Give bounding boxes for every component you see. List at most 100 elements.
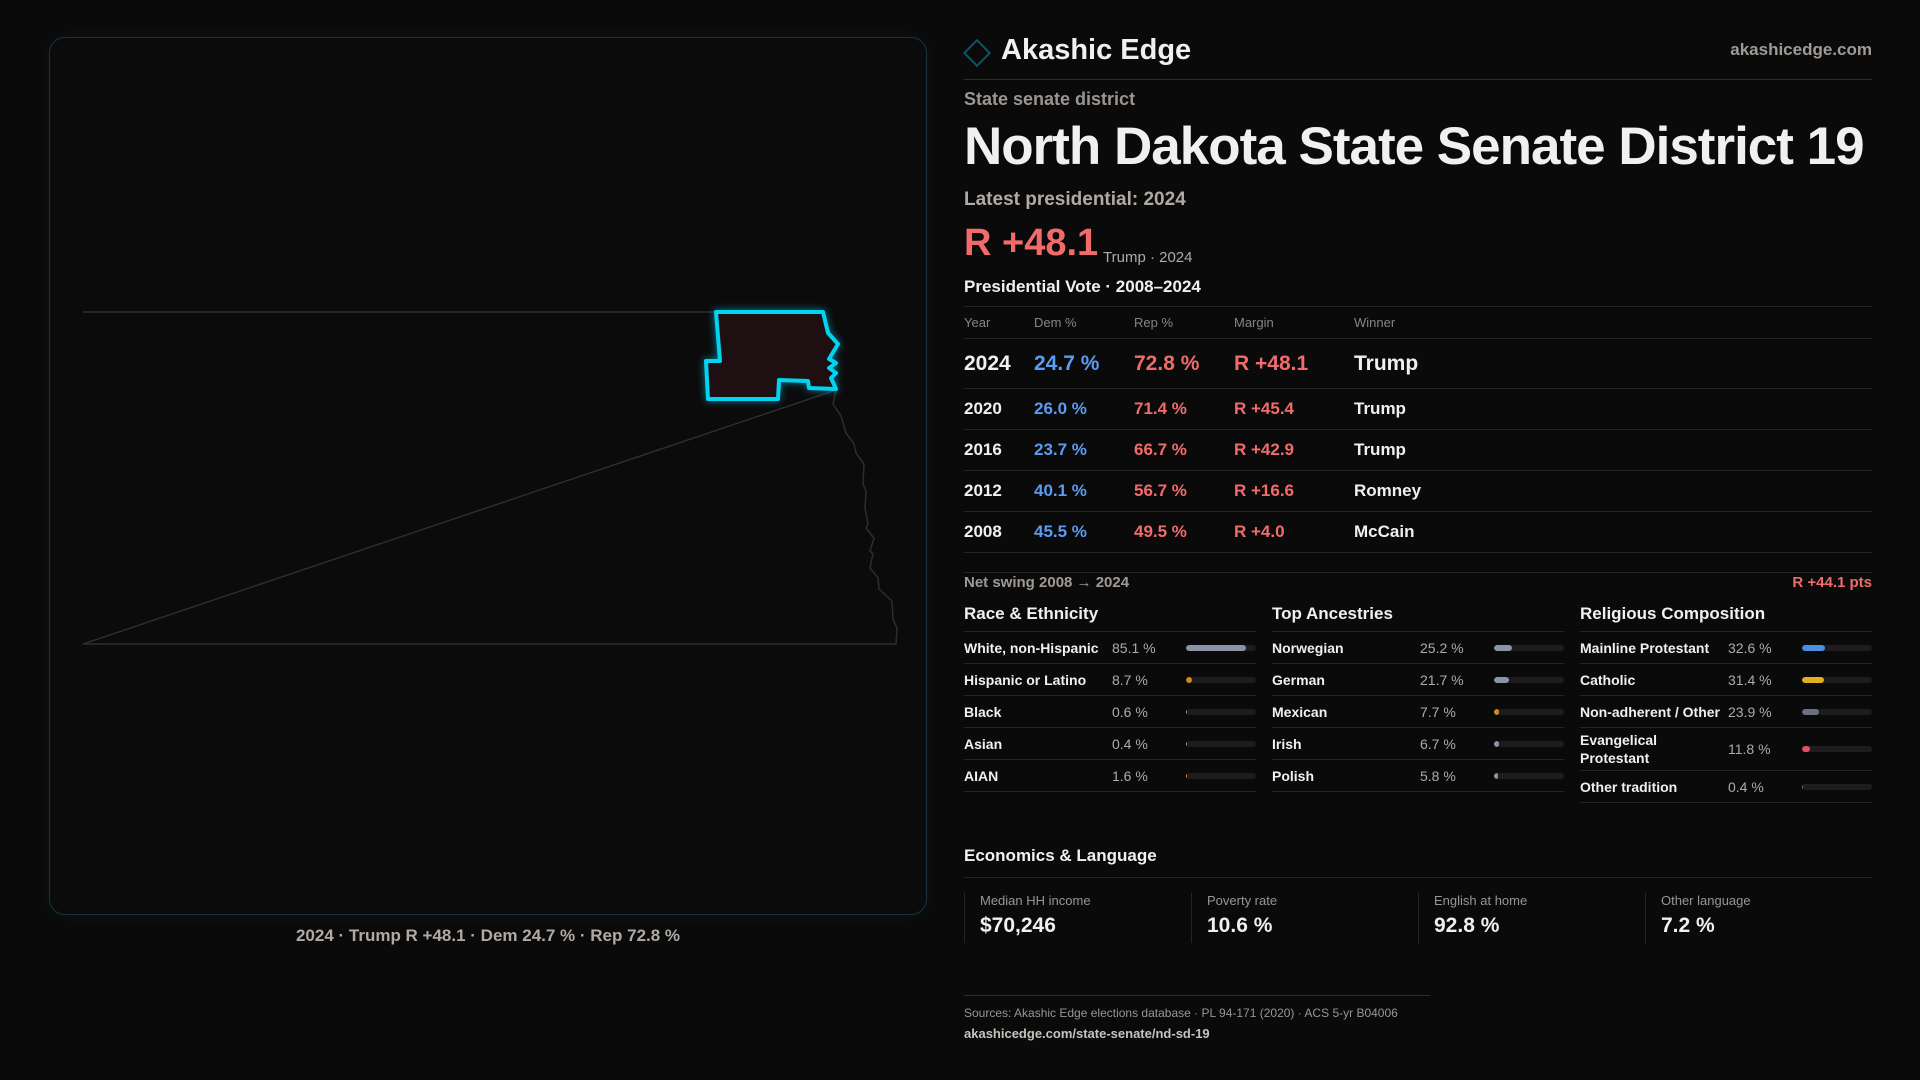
row-value: 0.6 % [1112,703,1148,720]
footer-divider [964,995,1430,996]
cell-winner: McCain [1354,522,1415,541]
ancestry-title: Top Ancestries [1272,602,1564,632]
table-row: 2008 45.5 % 49.5 % R +4.0 McCain [964,512,1872,553]
share-bar-fill [1494,740,1499,747]
race-row: Asian 0.4 % [964,728,1256,760]
ancestry-row: Polish 5.8 % [1272,760,1564,792]
row-value: 0.4 % [1112,735,1148,752]
cell-year: 2024 [964,351,1011,375]
cell-rep: 71.4 % [1134,399,1187,418]
share-bar-fill [1186,740,1188,747]
district-type: State senate district [964,89,1136,109]
table-row: 2016 23.7 % 66.7 % R +42.9 Trump [964,430,1872,471]
religion-row: Evangelical Protestant 11.8 % [1580,728,1872,771]
diamond-logo-icon [962,38,992,68]
stat-label: Poverty rate [1207,893,1278,908]
stat-value: 7.2 % [1661,914,1715,937]
econ-stat: English at home 92.8 % [1418,893,1645,943]
econ-stat: Poverty rate 10.6 % [1191,893,1418,943]
ancestry-row: Mexican 7.7 % [1272,696,1564,728]
stat-value: $70,246 [980,914,1056,937]
race-row: White, non-Hispanic 85.1 % [964,632,1256,664]
net-swing: Net swing 2008 → 2024 R +44.1 pts [964,572,1872,596]
row-label: AIAN [964,767,999,784]
share-bar-fill [1186,644,1246,651]
cell-rep: 56.7 % [1134,481,1187,500]
brand-name: Akashic Edge [1001,34,1192,66]
net-swing-label: Net swing 2008 → 2024 [964,574,1130,591]
district-shape[interactable] [704,310,840,401]
map-panel [49,37,927,915]
stat-label: Other language [1661,893,1751,908]
cell-margin: R +16.6 [1234,481,1295,500]
cell-margin: R +42.9 [1234,440,1295,459]
page-url[interactable]: akashicedge.com/state-senate/nd-sd-19 [964,1026,1210,1041]
share-bar-fill [1802,708,1819,715]
row-value: 8.7 % [1112,671,1148,688]
cell-year: 2016 [964,440,1002,459]
cell-dem: 23.7 % [1034,440,1087,459]
row-label: Polish [1272,767,1315,784]
col-dem: Dem % [1034,315,1077,330]
state-outline [82,311,898,645]
col-rep: Rep % [1134,315,1174,330]
share-bar-fill [1494,676,1510,683]
religion-title: Religious Composition [1580,602,1872,632]
econ-stats: Median HH income $70,246 Poverty rate 10.6 … [964,893,1872,943]
share-bar [1802,644,1872,651]
row-label: Norwegian [1272,639,1344,656]
share-bar [1186,708,1256,715]
share-bar-fill [1494,644,1512,651]
share-bar [1186,676,1256,683]
header: Akashic Edge akashicedge.com [962,34,1872,80]
pres-vote-table: Year Dem % Rep % Margin Winner 2024 24.7 … [964,306,1872,553]
cell-year: 2020 [964,399,1002,418]
row-value: 1.6 % [1112,767,1148,784]
headline-margin: R +48.1 [964,222,1099,264]
religion-row: Non-adherent / Other 23.9 % [1580,696,1872,728]
cell-year: 2012 [964,481,1002,500]
col-winner: Winner [1354,315,1396,330]
share-bar-fill [1802,783,1804,790]
religion-row: Catholic 31.4 % [1580,664,1872,696]
row-value: 7.7 % [1420,703,1456,720]
row-label: Other tradition [1580,778,1678,795]
share-bar [1494,740,1564,747]
table-header: Year Dem % Rep % Margin Winner [964,307,1872,339]
ancestry-section: Top Ancestries Norwegian 25.2 % German 21.7 … [1272,602,1564,792]
cell-rep: 49.5 % [1134,522,1187,541]
row-label: Black [964,703,1002,720]
row-value: 21.7 % [1420,671,1464,688]
race-row: Hispanic or Latino 8.7 % [964,664,1256,696]
share-bar-fill [1802,676,1824,683]
share-bar-fill [1802,644,1825,651]
table-row: 2020 26.0 % 71.4 % R +45.4 Trump [964,389,1872,430]
table-row: 2024 24.7 % 72.8 % R +48.1 Trump [964,339,1872,389]
stat-label: English at home [1434,893,1528,908]
econ-stat: Median HH income $70,246 [964,893,1191,943]
cell-dem: 26.0 % [1034,399,1087,418]
row-value: 0.4 % [1728,778,1764,795]
race-row: AIAN 1.6 % [964,760,1256,792]
row-label: White, non-Hispanic [964,639,1099,656]
share-bar [1186,740,1256,747]
row-label: Evangelical Protestant [1580,732,1658,766]
race-row: Black 0.6 % [964,696,1256,728]
cell-margin: R +4.0 [1234,522,1285,541]
share-bar-fill [1186,708,1188,715]
share-bar [1494,772,1564,779]
ancestry-row: German 21.7 % [1272,664,1564,696]
share-bar-fill [1802,746,1811,752]
share-bar [1494,708,1564,715]
row-value: 85.1 % [1112,639,1156,656]
share-bar [1494,676,1564,683]
share-bar [1494,644,1564,651]
share-bar [1802,676,1872,683]
district-map[interactable] [50,38,928,916]
table-row: 2012 40.1 % 56.7 % R +16.6 Romney [964,471,1872,512]
col-margin: Margin [1234,315,1274,330]
stat-value: 92.8 % [1434,914,1500,937]
cell-margin: R +45.4 [1234,399,1295,418]
share-bar-fill [1186,772,1188,779]
site-link[interactable]: akashicedge.com [1730,40,1872,59]
